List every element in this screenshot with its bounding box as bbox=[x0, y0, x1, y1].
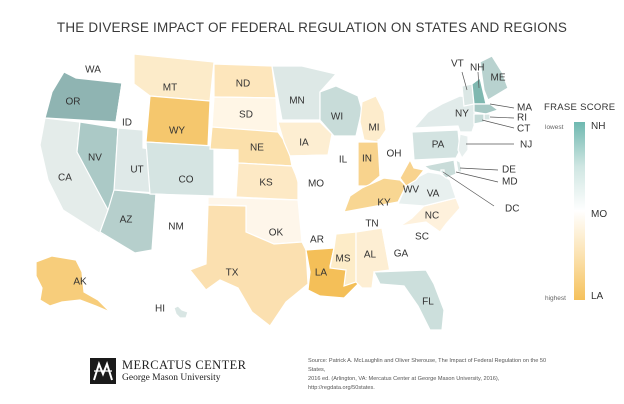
state-label-ar: AR bbox=[310, 235, 324, 246]
state-label-ak: AK bbox=[73, 277, 87, 288]
logo-name: MERCATUS CENTER bbox=[122, 358, 247, 372]
state-label-nm: NM bbox=[168, 222, 184, 233]
state-wy[interactable] bbox=[145, 95, 211, 147]
source-line-1: Source: Patrick A. McLaughlin and Oliver… bbox=[308, 358, 547, 373]
state-label-sd: SD bbox=[239, 110, 253, 121]
state-label-ut: UT bbox=[130, 165, 143, 176]
source-note: Source: Patrick A. McLaughlin and Oliver… bbox=[308, 357, 558, 393]
state-label-nc: NC bbox=[425, 211, 439, 222]
state-label-in: IN bbox=[362, 154, 372, 165]
state-label-oh: OH bbox=[387, 149, 402, 160]
state-de[interactable] bbox=[455, 158, 463, 173]
legend-highest-label: highest bbox=[545, 295, 566, 302]
legend-middle-state: MO bbox=[591, 209, 608, 220]
state-label-wv: WV bbox=[403, 185, 419, 196]
state-label-il: IL bbox=[339, 155, 348, 166]
state-label-nv: NV bbox=[88, 153, 102, 164]
state-label-md: MD bbox=[502, 177, 518, 188]
state-label-tn: TN bbox=[365, 219, 378, 230]
state-label-va: VA bbox=[427, 189, 440, 200]
state-md[interactable] bbox=[422, 159, 457, 179]
source-line-2: 2016 ed. (Arlington, VA: Mercatus Center… bbox=[308, 376, 500, 391]
state-label-al: AL bbox=[364, 250, 377, 261]
legend-lowest-label: lowest bbox=[545, 124, 564, 131]
state-label-or: OR bbox=[66, 97, 81, 108]
state-label-ok: OK bbox=[269, 228, 284, 239]
state-ri[interactable] bbox=[483, 113, 491, 121]
state-va[interactable] bbox=[397, 171, 457, 207]
state-label-wy: WY bbox=[169, 126, 185, 137]
state-ma[interactable] bbox=[473, 103, 500, 115]
state-label-dc: DC bbox=[505, 204, 519, 215]
state-nj[interactable] bbox=[457, 133, 469, 160]
state-in[interactable] bbox=[357, 141, 381, 187]
state-label-hi: HI bbox=[155, 304, 165, 315]
state-label-ct: CT bbox=[517, 124, 530, 135]
state-ks[interactable] bbox=[235, 162, 299, 201]
state-label-ca: CA bbox=[58, 173, 72, 184]
state-fl[interactable] bbox=[373, 269, 445, 331]
logo-subtitle: George Mason University bbox=[122, 373, 221, 383]
state-label-me: ME bbox=[491, 73, 506, 84]
state-label-id: ID bbox=[122, 118, 132, 129]
legend-title: FRASE SCORE bbox=[544, 102, 616, 113]
state-label-ny: NY bbox=[455, 109, 469, 120]
state-label-sc: SC bbox=[415, 232, 429, 243]
map-title: THE DIVERSE IMPACT OF FEDERAL REGULATION… bbox=[56, 20, 568, 35]
state-label-wa: WA bbox=[85, 65, 101, 76]
state-label-ga: GA bbox=[394, 249, 409, 260]
state-mi[interactable] bbox=[359, 95, 387, 143]
state-label-mn: MN bbox=[289, 96, 305, 107]
state-label-ma: MA bbox=[517, 103, 532, 114]
state-wv[interactable] bbox=[399, 158, 426, 187]
state-pa[interactable] bbox=[411, 129, 461, 161]
state-label-tx: TX bbox=[226, 268, 239, 279]
state-me[interactable] bbox=[479, 55, 509, 101]
state-ct[interactable] bbox=[473, 113, 485, 125]
state-label-nd: ND bbox=[236, 79, 250, 90]
state-label-de: DE bbox=[502, 165, 516, 176]
state-ak[interactable] bbox=[35, 255, 111, 313]
state-hi[interactable] bbox=[173, 305, 189, 319]
state-label-mt: MT bbox=[163, 83, 177, 94]
label-leader-lines bbox=[442, 71, 515, 207]
legend-color-bar bbox=[574, 122, 585, 300]
state-label-wi: WI bbox=[331, 112, 343, 123]
mercatus-logo-icon bbox=[90, 358, 116, 384]
mercatus-logo bbox=[90, 358, 116, 384]
state-co[interactable] bbox=[145, 141, 215, 197]
state-label-la: LA bbox=[315, 268, 328, 279]
legend-bottom-state: LA bbox=[591, 291, 604, 302]
state-il[interactable] bbox=[327, 137, 361, 197]
state-label-nh: NH bbox=[470, 63, 484, 74]
state-label-fl: FL bbox=[422, 297, 434, 308]
state-label-ia: IA bbox=[299, 138, 309, 149]
state-label-vt: VT bbox=[451, 59, 464, 70]
state-label-co: CO bbox=[179, 175, 194, 186]
legend-top-state: NH bbox=[591, 121, 606, 132]
state-label-ks: KS bbox=[259, 178, 273, 189]
state-label-pa: PA bbox=[432, 140, 445, 151]
state-label-az: AZ bbox=[120, 215, 133, 226]
state-label-ky: KY bbox=[377, 198, 391, 209]
state-label-mi: MI bbox=[368, 123, 379, 134]
state-label-ri: RI bbox=[517, 113, 527, 124]
state-label-ne: NE bbox=[250, 143, 264, 154]
state-wi[interactable] bbox=[319, 85, 363, 137]
state-mt[interactable] bbox=[133, 53, 215, 102]
state-label-mo: MO bbox=[308, 179, 324, 190]
state-tx[interactable] bbox=[189, 204, 309, 327]
state-label-nj: NJ bbox=[520, 140, 532, 151]
state-label-ms: MS bbox=[336, 254, 351, 265]
